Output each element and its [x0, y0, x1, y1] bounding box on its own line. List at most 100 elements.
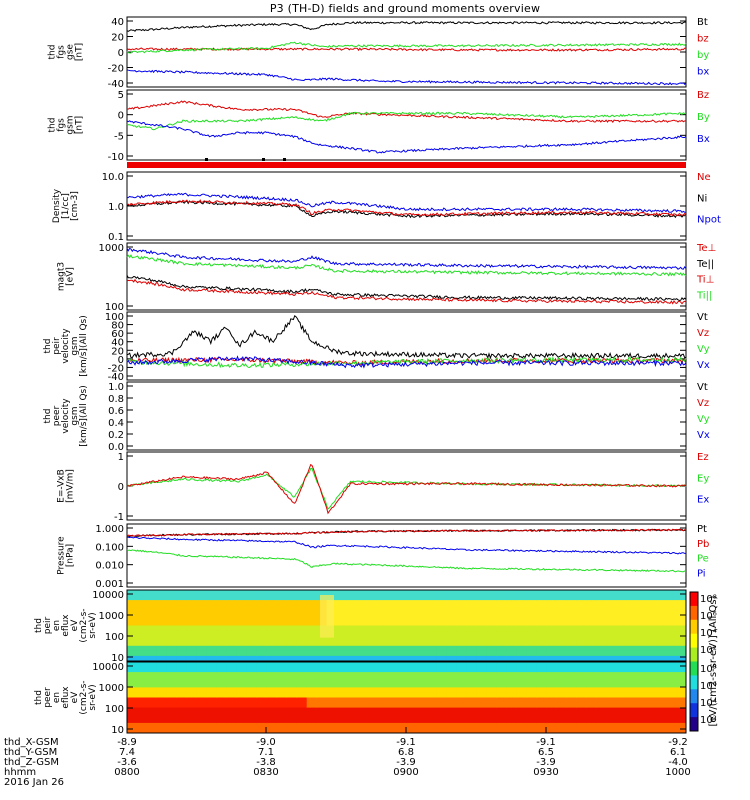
- heatmap-cell: [666, 707, 677, 714]
- heatmap-cell: [266, 717, 278, 724]
- heatmap-cell: [226, 707, 238, 714]
- heatmap-cell: [336, 590, 348, 596]
- heatmap-cell: [147, 672, 158, 678]
- heatmap-cell: [206, 600, 218, 606]
- heatmap-cell: [546, 712, 557, 719]
- heatmap-cell: [476, 677, 487, 683]
- heatmap-cell: [646, 630, 657, 637]
- heatmap-cell: [416, 667, 427, 673]
- heatmap-cell: [526, 687, 537, 693]
- heatmap-cell: [526, 605, 537, 611]
- heatmap-cell: [196, 677, 208, 683]
- heatmap-cell: [166, 702, 178, 709]
- heatmap-cell: [546, 662, 557, 668]
- heatmap-cell: [496, 645, 507, 652]
- heatmap-cell: [436, 655, 447, 662]
- heatmap-cell: [656, 702, 667, 709]
- heatmap-cell: [566, 655, 577, 662]
- heatmap-cell: [666, 712, 677, 719]
- heatmap-cell: [496, 667, 507, 673]
- x-axis-row-label: thd_Y-GSM: [4, 747, 57, 758]
- heatmap-cell: [636, 687, 647, 693]
- heatmap-cell: [606, 610, 617, 616]
- heatmap-cell: [546, 625, 557, 632]
- heatmap-cell: [176, 630, 188, 637]
- heatmap-cell: [666, 655, 677, 662]
- heatmap-cell: [416, 630, 427, 637]
- series-line-bx: [126, 69, 687, 86]
- heatmap-cell: [306, 610, 318, 616]
- heatmap-cell: [466, 682, 477, 688]
- heatmap-cell: [216, 702, 228, 709]
- heatmap-cell: [486, 707, 497, 714]
- y-tick-label: 100: [105, 632, 124, 643]
- heatmap-cell: [546, 677, 557, 683]
- heatmap-cell: [326, 687, 338, 693]
- heatmap-cell: [586, 677, 597, 683]
- heatmap-cell: [166, 615, 178, 621]
- heatmap-cell: [386, 590, 397, 596]
- heatmap-cell: [446, 667, 457, 673]
- heatmap-cell: [206, 645, 218, 652]
- heatmap-cell: [596, 620, 607, 626]
- heatmap-cell: [127, 650, 138, 657]
- y-tick-label: 0.4: [108, 418, 124, 429]
- heatmap-cell: [506, 615, 517, 621]
- heatmap-cell: [556, 630, 567, 637]
- heatmap-cell: [276, 605, 288, 611]
- heatmap-cell: [266, 635, 278, 642]
- heatmap-cell: [666, 687, 677, 693]
- flag-mark: [262, 158, 265, 161]
- heatmap-cell: [676, 645, 687, 652]
- heatmap-cell: [456, 702, 467, 709]
- heatmap-cell: [396, 605, 407, 611]
- heatmap-cell: [266, 605, 278, 611]
- heatmap-cell: [616, 615, 627, 621]
- heatmap-cell: [396, 707, 407, 714]
- heatmap-cell: [216, 692, 228, 698]
- heatmap-cell: [586, 595, 597, 601]
- heatmap-cell: [576, 727, 587, 734]
- heatmap-cell: [356, 682, 368, 688]
- heatmap-cell: [296, 625, 308, 632]
- heatmap-cell: [406, 677, 417, 683]
- heatmap-cell: [326, 590, 338, 596]
- heatmap-cell: [506, 687, 517, 693]
- heatmap-cell: [226, 662, 238, 668]
- heatmap-cell: [676, 640, 687, 647]
- heatmap-cell: [456, 610, 467, 616]
- heatmap-band: [320, 595, 334, 638]
- heatmap-cell: [356, 595, 368, 601]
- heatmap-cell: [456, 687, 467, 693]
- heatmap-cell: [606, 600, 617, 606]
- y-axis-label: thd: [34, 618, 44, 633]
- heatmap-cell: [496, 702, 507, 709]
- heatmap-cell: [246, 727, 258, 734]
- heatmap-cell: [586, 717, 597, 724]
- heatmap-cell: [576, 610, 587, 616]
- heatmap-cell: [596, 687, 607, 693]
- heatmap-cell: [356, 677, 368, 683]
- heatmap-cell: [446, 727, 457, 734]
- heatmap-cell: [446, 625, 457, 632]
- heatmap-cell: [446, 590, 457, 596]
- heatmap-cell: [156, 697, 168, 704]
- heatmap-cell: [326, 702, 338, 709]
- heatmap-cell: [446, 605, 457, 611]
- heatmap-cell: [226, 687, 238, 693]
- heatmap-cell: [127, 697, 138, 704]
- heatmap-cell: [456, 630, 467, 637]
- heatmap-cell: [526, 672, 537, 678]
- heatmap-cell: [186, 697, 198, 704]
- heatmap-cell: [336, 640, 348, 647]
- heatmap-cell: [446, 712, 457, 719]
- y-tick-label: 1.0: [108, 202, 124, 213]
- heatmap-cell: [306, 667, 318, 673]
- heatmap-cell: [176, 590, 188, 596]
- heatmap-cell: [396, 727, 407, 734]
- y-tick-label: 10000: [92, 590, 124, 601]
- heatmap-cell: [236, 702, 248, 709]
- heatmap-cell: [426, 717, 437, 724]
- heatmap-cell: [656, 697, 667, 704]
